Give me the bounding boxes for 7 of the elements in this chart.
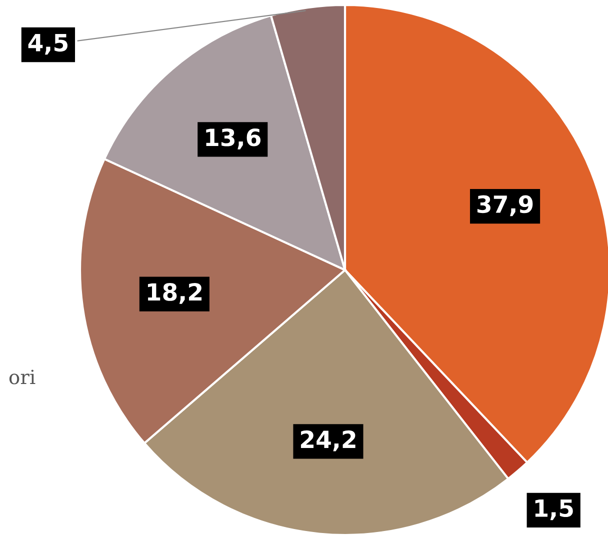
data-label: 13,6 <box>206 128 260 150</box>
data-label: 37,9 <box>477 195 533 216</box>
data-label: 24,2 <box>300 430 356 452</box>
data-label: 1,5 <box>535 500 573 520</box>
text: ori <box>9 370 36 384</box>
data-label: 4,5 <box>28 34 68 55</box>
data-label: 18,2 <box>148 283 202 304</box>
